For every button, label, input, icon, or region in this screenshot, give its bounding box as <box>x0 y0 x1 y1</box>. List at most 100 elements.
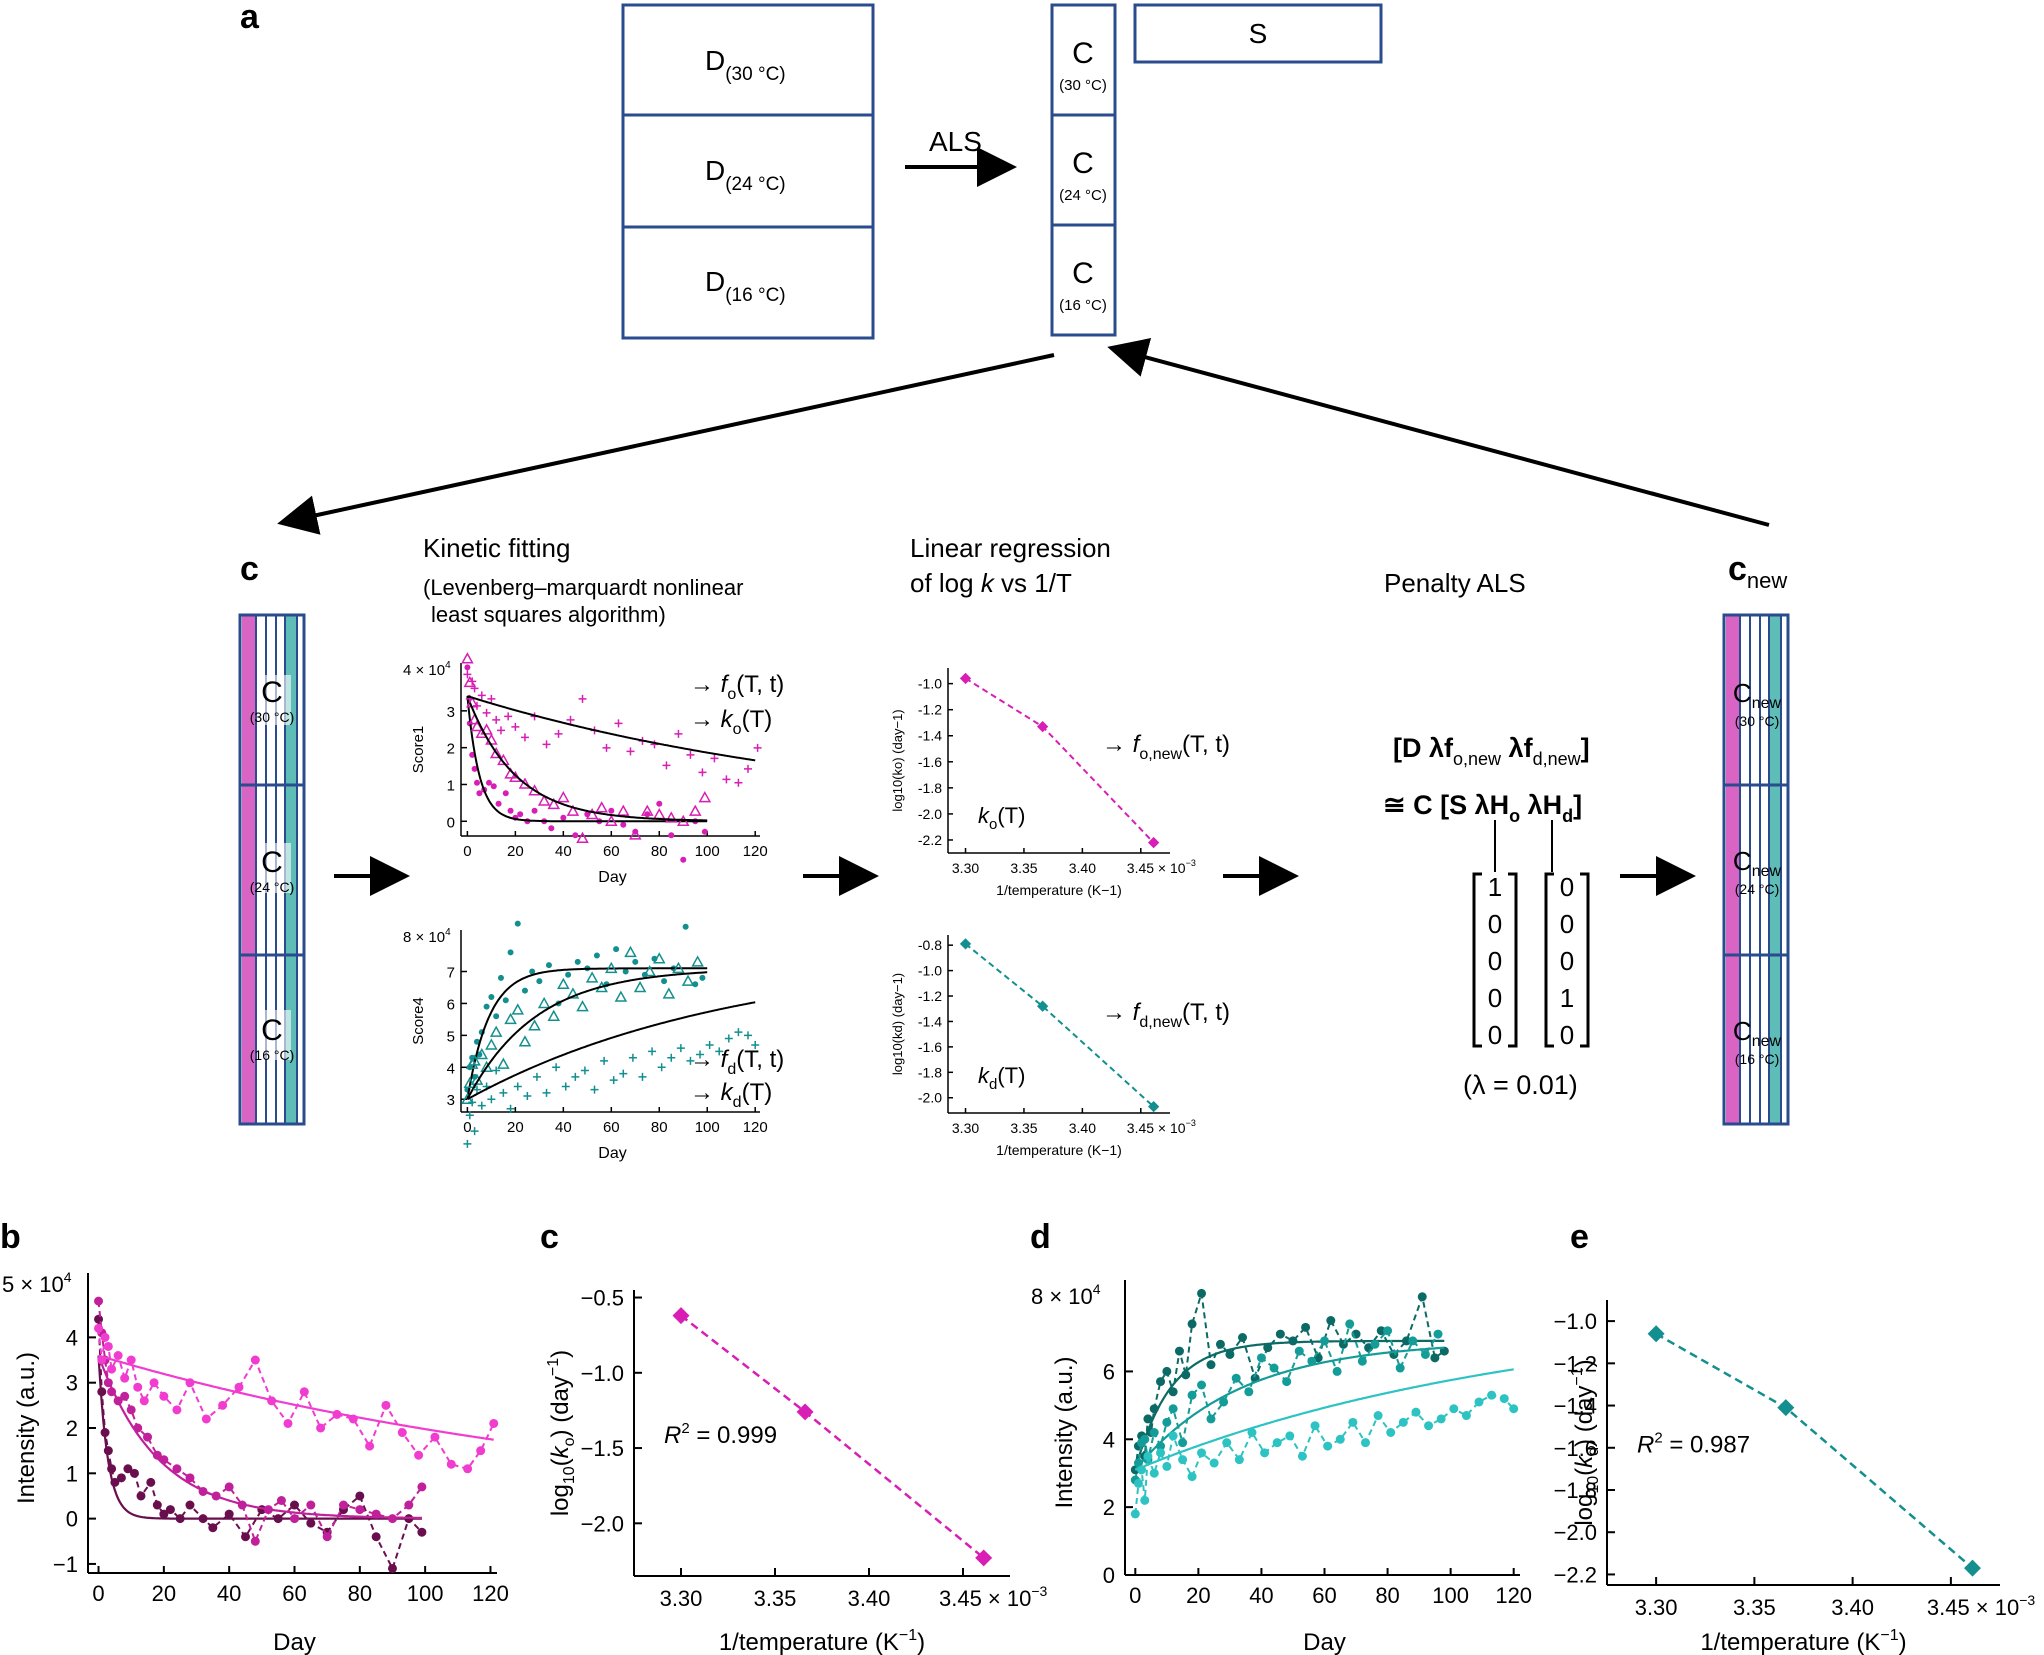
data-point <box>414 1450 424 1460</box>
data-point <box>469 751 476 758</box>
data-point <box>1260 1448 1270 1458</box>
data-point <box>1449 1404 1459 1414</box>
data-point <box>1323 1441 1333 1451</box>
data-point <box>571 1072 580 1081</box>
svg-text:(24 °C): (24 °C) <box>1735 881 1780 897</box>
x-tick-label: 80 <box>348 1581 372 1606</box>
data-point <box>404 1500 414 1510</box>
data-point <box>617 804 630 816</box>
data-point <box>1156 1448 1166 1458</box>
x-tick-label: 100 <box>407 1581 444 1606</box>
y-tick-label: -1.8 <box>918 780 942 796</box>
data-point <box>234 1382 244 1392</box>
data-point <box>975 1549 993 1567</box>
data-point <box>107 1364 117 1374</box>
fit-curve <box>97 1355 422 1520</box>
data-point <box>561 1082 570 1091</box>
data-point <box>139 1396 149 1406</box>
x-tick-label: 60 <box>603 843 620 860</box>
y-axis-label: log10(ko) (day−1) <box>890 709 905 811</box>
y-tick-label: 6 <box>1103 1359 1115 1384</box>
data-point <box>1238 1333 1248 1342</box>
x-tick-label: 120 <box>1495 1583 1532 1608</box>
x-tick-label: 120 <box>743 843 768 860</box>
c-top-sub-24: (24 °C) <box>1059 187 1107 204</box>
svg-text:C: C <box>261 846 283 879</box>
data-point <box>698 791 712 803</box>
data-point <box>1417 1292 1427 1302</box>
x-tick-label: 100 <box>695 1119 720 1136</box>
fit-curve <box>97 1355 422 1519</box>
data-point <box>290 1514 299 1524</box>
data-point <box>1370 1339 1380 1349</box>
r-squared: R2 = 0.987 <box>1637 1430 1750 1459</box>
data-point <box>664 811 678 823</box>
data-point <box>94 1296 104 1306</box>
y-tick-label: −1.8 <box>1554 1478 1597 1503</box>
data-point <box>152 1500 162 1510</box>
data-point <box>648 1047 657 1056</box>
data-point <box>133 1382 143 1392</box>
y-tick-label: −1.0 <box>1554 1309 1597 1334</box>
data-point <box>100 1332 110 1342</box>
data-point <box>1130 1509 1140 1519</box>
fit-curve <box>466 971 708 1100</box>
d-block-labels: D(30 °C) D(24 °C) D(16 °C) <box>705 45 786 306</box>
data-point <box>566 987 580 999</box>
vector-entry: 0 <box>1560 872 1574 902</box>
data-point <box>722 775 731 784</box>
y-tick-label: −2.0 <box>1554 1520 1597 1545</box>
d-label-16: D(16 °C) <box>705 266 786 306</box>
data-point <box>523 1092 532 1101</box>
data-point <box>1269 1363 1279 1373</box>
data-point <box>1275 1329 1285 1339</box>
x-tick-label: 3.35 <box>1010 860 1037 876</box>
data-point <box>1499 1394 1509 1404</box>
vector-bracket <box>1544 872 1554 1048</box>
y-tick-label: −1.4 <box>1554 1394 1597 1419</box>
data-point <box>1777 1399 1795 1417</box>
y-top-label: 8 × 104 <box>403 927 451 946</box>
fit-curve <box>466 695 708 823</box>
data-point <box>672 1307 690 1325</box>
x-tick-label: 3.40 <box>1069 1120 1096 1136</box>
data-point <box>652 807 666 820</box>
kd-regression-chart: -0.8 -1.0 -1.2 -1.4 -1.6 -1.8 -2.0 3.30 3.35 3.40… <box>890 935 1196 1158</box>
data-point <box>483 1003 490 1010</box>
data-point <box>959 938 972 950</box>
data-point <box>201 1414 211 1424</box>
x-tick-label: 40 <box>555 843 572 860</box>
chart-e-kd-regression: −1.0 −1.2 −1.4 −1.6 −1.8 −2.0 −2.2 3.30 3.35 3.40… <box>1554 1300 2035 1655</box>
data-point <box>502 790 509 797</box>
chart-c-ko-regression: −0.5 −1.0 −1.5 −2.0 3.30 3.35 3.40 3.45 × 10−3 1… <box>545 1286 1048 1655</box>
data-point <box>397 1428 407 1438</box>
data-point <box>507 949 514 956</box>
y-tick-label: 2 <box>66 1416 78 1441</box>
y-axis-label: log10(kd) (day−1) <box>890 973 905 1075</box>
data-point <box>497 974 504 981</box>
data-point <box>1178 1455 1188 1465</box>
data-point <box>1140 1434 1150 1444</box>
data-point <box>1383 1326 1393 1336</box>
penalty-equation: [D λfo,new λfd,new] ≅ C [S λHo λHd] <box>1383 733 1590 826</box>
data-point <box>136 1491 146 1501</box>
y-axis-label: Intensity (a.u.) <box>13 1352 40 1504</box>
lambda-value: (λ = 0.01) <box>1463 1070 1578 1100</box>
data-point <box>126 1405 136 1415</box>
data-point <box>468 1098 477 1107</box>
data-point <box>480 1060 493 1073</box>
x-tick-label: 100 <box>1432 1583 1469 1608</box>
data-point <box>417 1527 427 1537</box>
data-point <box>1133 1458 1143 1468</box>
data-point <box>1036 720 1049 733</box>
x-tick-label: 3.45 × 10−3 <box>1127 858 1196 876</box>
data-point <box>123 1464 133 1474</box>
fdnew-annotation: → fd,new(T, t) <box>1102 999 1230 1031</box>
y-tick-label: -1.6 <box>918 1039 942 1055</box>
data-point <box>633 980 647 993</box>
x-tick-label: 0 <box>92 1581 104 1606</box>
data-point <box>686 750 695 759</box>
y-tick-label: −1.2 <box>1554 1351 1597 1376</box>
rate-label: ko(T) <box>978 803 1025 833</box>
data-point <box>283 1418 293 1428</box>
